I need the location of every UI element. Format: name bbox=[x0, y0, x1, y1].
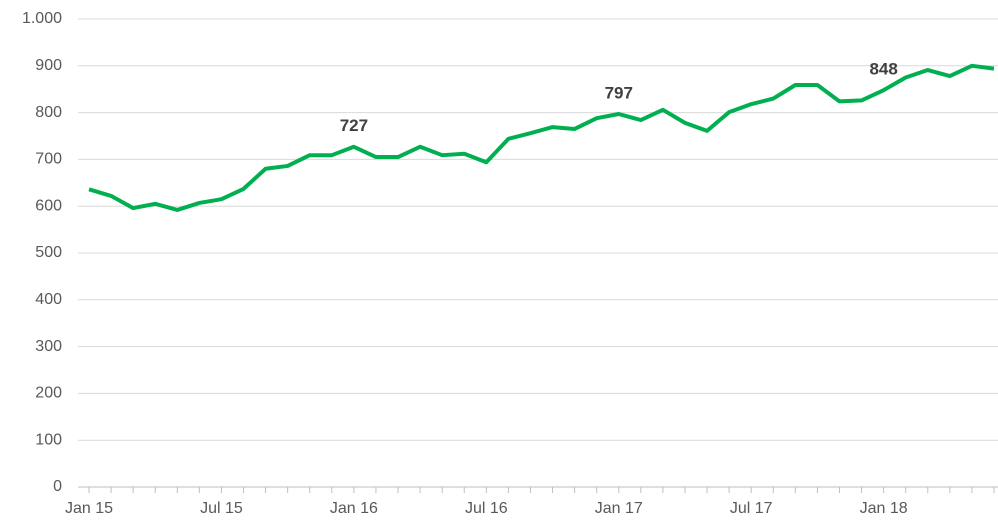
x-tick-label: Jan 15 bbox=[65, 500, 113, 517]
x-tick-label: Jul 15 bbox=[200, 500, 243, 517]
x-tick-label: Jan 17 bbox=[595, 500, 643, 517]
y-tick-label: 300 bbox=[35, 338, 62, 355]
x-tick-label: Jul 17 bbox=[730, 500, 773, 517]
x-tick-label: Jul 16 bbox=[465, 500, 508, 517]
y-tick-label: 400 bbox=[35, 291, 62, 308]
y-tick-label: 900 bbox=[35, 57, 62, 74]
data-label: 848 bbox=[869, 60, 897, 79]
data-label: 727 bbox=[340, 116, 368, 135]
y-tick-label: 100 bbox=[35, 431, 62, 448]
data-label: 797 bbox=[605, 83, 633, 102]
line bbox=[88, 63, 995, 212]
x-tick-label: Jan 18 bbox=[860, 500, 908, 517]
y-tick-label: 0 bbox=[53, 478, 62, 495]
x-tick-label: Jan 16 bbox=[330, 500, 378, 517]
y-tick-label: 800 bbox=[35, 104, 62, 121]
y-tick-label: 700 bbox=[35, 151, 62, 168]
y-tick-label: 1.000 bbox=[22, 10, 62, 27]
y-tick-label: 500 bbox=[35, 244, 62, 261]
y-tick-label: 600 bbox=[35, 197, 62, 214]
y-tick-label: 200 bbox=[35, 385, 62, 402]
